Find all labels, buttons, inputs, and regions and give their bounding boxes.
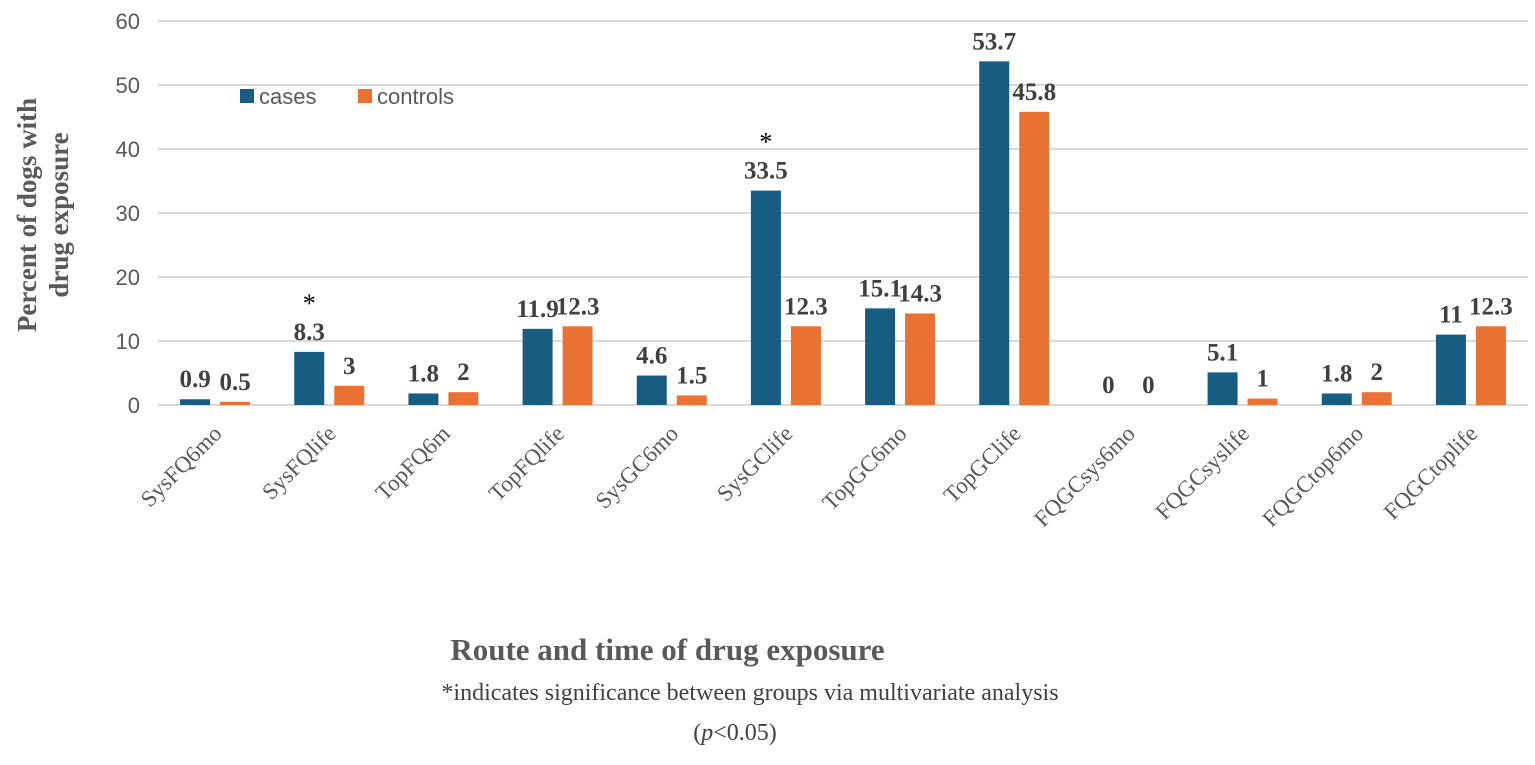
data-label-controls: 12.3 [1469,293,1513,320]
footnote-line-1: *indicates significance between groups v… [441,680,1059,706]
significance-marker: * [303,289,316,318]
x-tick-label: TopFQlife [484,421,569,506]
x-tick-label: FQGCsyslife [1151,421,1255,525]
bar-controls [334,385,365,405]
data-label-cases: 53.7 [972,28,1016,55]
bar-controls [220,401,251,405]
bar-cases [294,351,325,405]
bar-controls [448,392,479,405]
data-label-cases: 11.9 [516,296,558,323]
data-label-controls: 1.5 [676,362,707,389]
y-axis-title-line: drug exposure [44,132,74,297]
bar-cases [408,393,439,405]
data-label-controls: 45.8 [1012,79,1056,106]
bar-controls [1019,111,1050,405]
legend-swatch-cases [240,89,254,103]
footnote-prefix: ( [693,720,702,746]
y-tick-label: 20 [116,265,140,290]
x-tick-label: TopFQ6m [371,421,455,505]
bar-cases [1321,393,1352,405]
y-axis-title-line: Percent of dogs with [12,98,42,332]
legend-label-cases: cases [259,84,316,109]
data-label-controls: 0.5 [219,369,250,396]
data-label-cases: 4.6 [636,343,667,370]
data-label-controls: 2 [457,359,470,386]
x-axis-title: Route and time of drug exposure [450,632,885,667]
bar-cases [180,399,211,405]
bar-controls [1361,392,1392,405]
data-label-cases: 8.3 [294,319,325,346]
footnote-line-2: (p<0.05) [0,720,1470,747]
bar-cases [636,375,667,405]
data-label-controls: 1 [1256,366,1269,393]
x-tick-label: TopGC6mo [817,421,911,515]
y-tick-label: 0 [128,393,140,418]
data-label-controls: 3 [343,353,356,380]
bar-cases [1207,372,1238,405]
bar-controls [905,313,936,405]
bar-cases [522,328,553,405]
y-tick-label: 40 [116,137,140,162]
data-label-cases: 5.1 [1207,339,1238,366]
y-tick-label: 50 [116,73,140,98]
x-tick-label: TopGClife [939,421,1026,508]
data-label-cases: 33.5 [744,158,788,185]
data-label-cases: 1.8 [1321,360,1352,387]
data-label-controls: 14.3 [898,280,942,307]
data-label-controls: 12.3 [556,293,600,320]
bar-cases [1435,334,1466,405]
legend-label-controls: controls [377,84,454,109]
x-tick-label: SysFQlife [257,421,341,505]
data-label-controls: 2 [1371,359,1384,386]
footnote-suffix: <0.05) [713,720,777,746]
bar-controls [1475,326,1506,405]
bar-controls [790,326,821,405]
data-label-cases: 0 [1102,372,1115,399]
legend-swatch-controls [358,89,372,103]
data-label-cases: 15.1 [858,275,902,302]
x-tick-label: SysGClife [712,421,797,506]
bar-controls [1247,398,1278,405]
y-tick-label: 30 [116,201,140,226]
bar-controls [676,395,707,405]
bar-cases [865,308,896,405]
y-tick-label: 10 [116,329,140,354]
x-tick-label: FQGCsys6mo [1029,421,1140,532]
bar-cases [750,190,781,405]
y-axis-title: Percent of dogs withdrug exposure [12,98,74,332]
footnote-p: p [701,720,714,746]
x-tick-label: FQGCtoplife [1379,421,1483,525]
data-label-controls: 0 [1142,372,1155,399]
data-label-controls: 12.3 [784,293,828,320]
bar-controls [562,326,593,405]
x-tick-label: SysGC6mo [591,421,684,514]
bar-cases [979,61,1010,405]
data-label-cases: 1.8 [408,360,439,387]
x-tick-label: SysFQ6mo [136,421,227,512]
y-tick-label: 60 [116,9,140,34]
data-label-cases: 11 [1439,302,1463,329]
significance-marker: * [759,128,772,157]
x-tick-label: FQGCtop6mo [1258,421,1369,532]
data-label-cases: 0.9 [179,366,210,393]
